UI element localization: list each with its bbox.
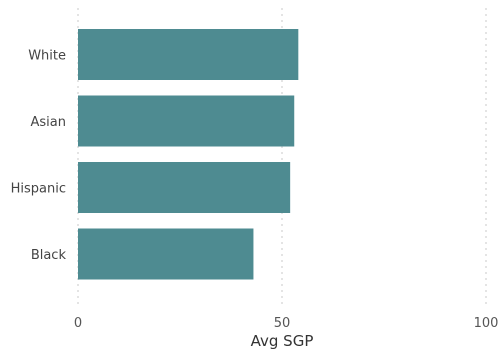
- category-labels: White Asian Hispanic Black: [11, 49, 67, 264]
- x-axis-title: Avg SGP: [251, 332, 314, 349]
- x-tick-label: 100: [474, 316, 498, 331]
- category-label-hispanic: Hispanic: [11, 182, 66, 197]
- category-label-asian: Asian: [31, 115, 66, 130]
- bar-black: [78, 228, 254, 280]
- x-tick-labels: 0 50 100: [74, 316, 498, 331]
- bar-hispanic: [78, 162, 291, 213]
- category-label-black: Black: [31, 248, 67, 263]
- x-tick-label: 0: [74, 316, 82, 331]
- x-tick-label: 50: [274, 316, 291, 331]
- bar-white: [78, 29, 299, 80]
- bar-asian: [78, 95, 295, 147]
- category-label-white: White: [28, 49, 66, 64]
- bars: [78, 29, 299, 280]
